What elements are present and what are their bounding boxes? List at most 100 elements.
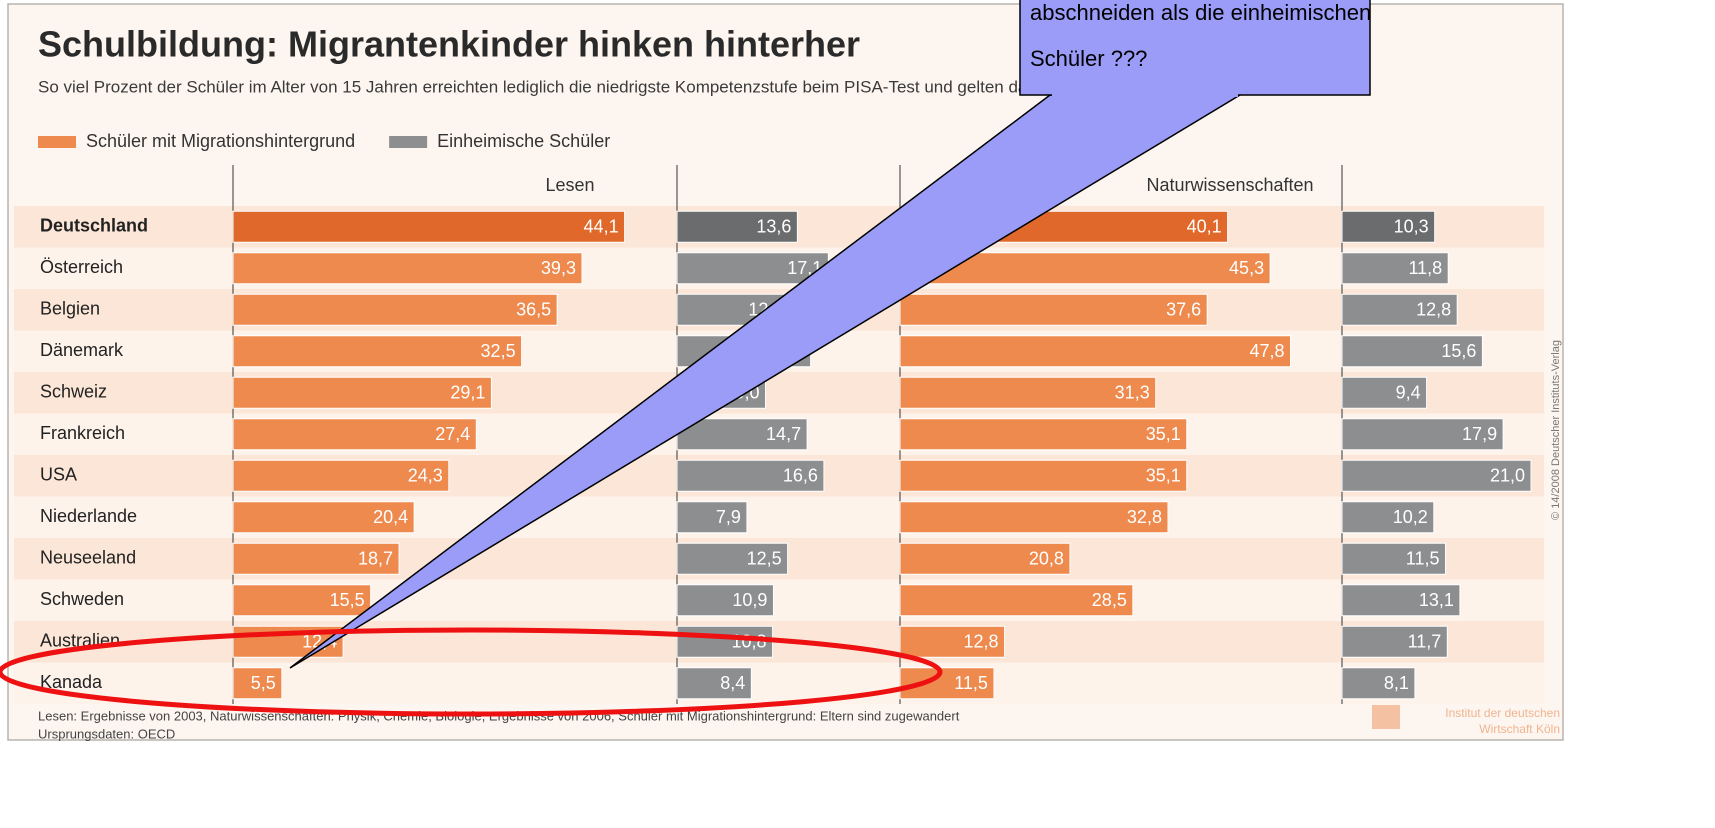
value-label: 36,5	[516, 300, 551, 320]
value-label: 17,9	[1462, 424, 1497, 444]
value-label: 7,9	[716, 507, 741, 527]
value-label: 12,8	[964, 632, 999, 652]
bar	[1341, 210, 1436, 243]
bar	[676, 418, 808, 451]
bar	[232, 584, 372, 617]
callout-join	[1052, 94, 1238, 97]
value-label: 24,3	[408, 466, 443, 486]
value-label: 39,3	[541, 258, 576, 278]
value-label: 37,6	[1166, 300, 1201, 320]
value-label: 12,5	[747, 549, 782, 569]
value-label: 20,4	[373, 507, 408, 527]
bar	[232, 667, 283, 700]
highlight-ellipse	[0, 627, 943, 717]
chart-title: Schulbildung: Migrantenkinder hinken hin…	[38, 24, 860, 65]
bar	[899, 376, 1157, 409]
legend-label: Einheimische Schüler	[437, 131, 610, 151]
callout-box	[1019, 0, 1371, 96]
bar	[676, 501, 748, 534]
callout-text: Schüler ???	[1030, 46, 1147, 71]
category-label: Belgien	[40, 299, 100, 319]
bar	[676, 667, 752, 700]
value-label: 40,1	[1187, 217, 1222, 237]
category-label: Österreich	[40, 257, 123, 277]
logo-text: Wirtschaft Köln	[1479, 722, 1560, 736]
annotation-overlay: abschneiden als die einheimischen Schüle…	[0, 0, 1371, 717]
value-label: 11,5	[1406, 549, 1440, 569]
value-label: 20,8	[1029, 549, 1064, 569]
value-label: 12,4	[302, 632, 337, 652]
bar	[232, 376, 492, 409]
value-label: 11,7	[1408, 632, 1442, 652]
bar	[232, 210, 626, 243]
bar	[1341, 376, 1428, 409]
bar	[1341, 584, 1461, 617]
value-label: 5,5	[251, 673, 276, 693]
plot-area: Schüler mit Migrationshintergrund Einheim…	[14, 131, 1544, 704]
legend-label: Schüler mit Migrationshintergrund	[86, 131, 355, 151]
logo-icon	[1372, 705, 1400, 729]
copyright: © 14/2008 Deutscher Instituts-Verlag	[1550, 340, 1562, 520]
bar	[899, 584, 1134, 617]
bar	[1341, 501, 1435, 534]
value-label: 13,1	[1419, 590, 1454, 610]
bar	[232, 252, 583, 285]
category-label: Kanada	[40, 672, 103, 692]
value-label: 31,3	[1115, 383, 1150, 403]
category-label: Dänemark	[40, 340, 124, 360]
bar	[899, 418, 1188, 451]
value-label: 45,3	[1229, 258, 1264, 278]
value-label: 10,9	[732, 590, 767, 610]
chart-subtitle: So viel Prozent der Schüler im Alter von…	[38, 77, 1176, 96]
bar	[1341, 459, 1532, 492]
bar	[899, 293, 1208, 326]
value-label: 32,5	[481, 341, 516, 361]
bar	[1341, 418, 1504, 451]
value-label: 12,8	[1416, 300, 1451, 320]
value-label: 10,3	[1394, 217, 1429, 237]
bar	[676, 625, 774, 658]
bar	[232, 501, 415, 534]
bar	[676, 584, 774, 617]
bar	[899, 459, 1188, 492]
value-label: 15,6	[1441, 341, 1476, 361]
bar	[899, 667, 995, 700]
bar	[1341, 625, 1448, 658]
bar	[232, 293, 558, 326]
value-label: 47,8	[1249, 341, 1284, 361]
value-label: 8,1	[1384, 673, 1409, 693]
bar	[232, 418, 477, 451]
value-label: 28,5	[1092, 590, 1127, 610]
bar	[232, 335, 523, 368]
value-label: 9,4	[1396, 383, 1421, 403]
callout-text: abschneiden als die einheimischen	[1030, 0, 1371, 25]
value-label: 44,1	[584, 217, 619, 237]
bar	[1341, 252, 1449, 285]
panel-title: Lesen	[545, 175, 594, 195]
category-label: USA	[40, 465, 77, 485]
value-label: 18,7	[358, 549, 393, 569]
value-label: 16,6	[783, 466, 818, 486]
logo-text: Institut der deutschen	[1445, 706, 1560, 720]
category-label: Schweiz	[40, 382, 107, 402]
bar	[1341, 335, 1483, 368]
value-label: 21,0	[1490, 466, 1525, 486]
value-label: 35,1	[1146, 424, 1181, 444]
bar	[676, 459, 825, 492]
bar	[899, 335, 1292, 368]
category-label: Schweden	[40, 589, 124, 609]
value-label: 15,5	[330, 590, 365, 610]
bar	[899, 542, 1071, 575]
bar	[676, 542, 789, 575]
category-label: Deutschland	[40, 216, 148, 236]
panel-title: Naturwissenschaften	[1146, 175, 1313, 195]
value-label: 35,1	[1146, 466, 1181, 486]
legend-swatch	[38, 136, 76, 148]
bar	[899, 625, 1006, 658]
value-label: 11,5	[954, 673, 988, 693]
bar	[232, 542, 400, 575]
value-label: 29,1	[450, 383, 485, 403]
bar	[1341, 542, 1446, 575]
category-label: Neuseeland	[40, 548, 136, 568]
